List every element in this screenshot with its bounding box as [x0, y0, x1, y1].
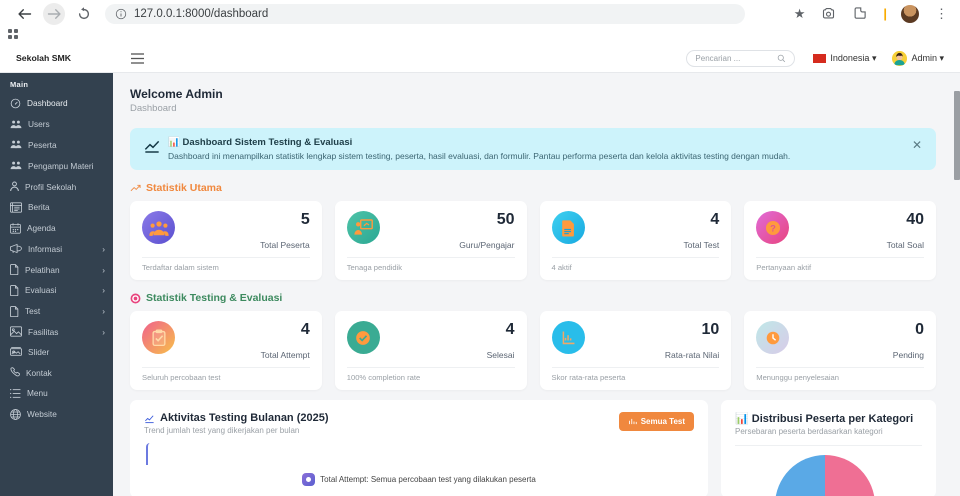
svg-text:?: ? — [770, 223, 776, 233]
